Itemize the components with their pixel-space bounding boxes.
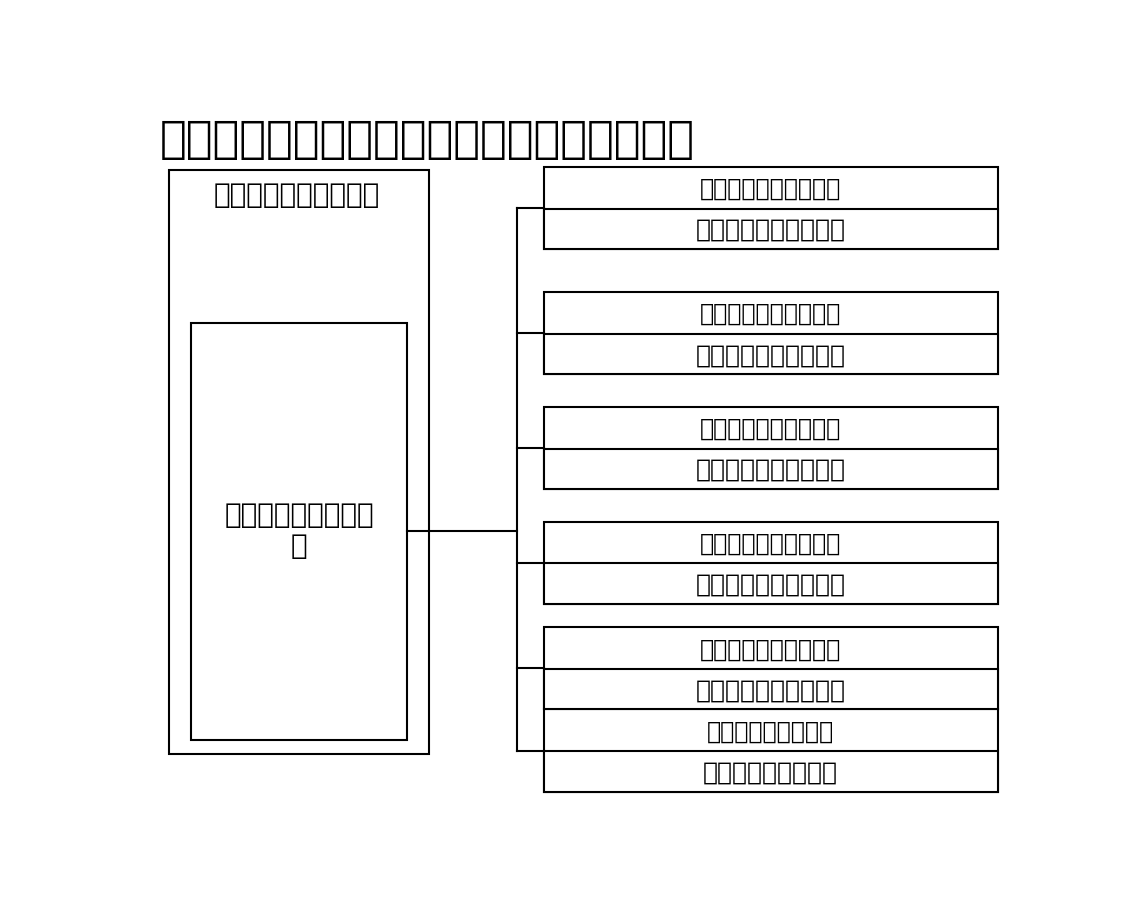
- Text: 武器控制能力指标数据: 武器控制能力指标数据: [695, 572, 846, 596]
- Bar: [544, 209, 998, 250]
- Text: 决策支持能力指标数据: 决策支持能力指标数据: [695, 343, 846, 367]
- Bar: [168, 170, 429, 754]
- Text: 决策支持能力指标模型: 决策支持能力指标模型: [700, 302, 841, 326]
- Text: 指挥协同能力指标模型: 指挥协同能力指标模型: [700, 637, 841, 660]
- Text: 指挥控制能力指标数: 指挥控制能力指标数: [224, 501, 374, 529]
- Bar: [544, 408, 998, 490]
- Text: 指挥员能力指标模型: 指挥员能力指标模型: [707, 719, 834, 742]
- Text: 指挥协同能力指标数据: 指挥协同能力指标数据: [695, 677, 846, 702]
- Bar: [544, 168, 998, 250]
- Text: 情况综合能力指标数据: 情况综合能力指标数据: [695, 217, 846, 242]
- Text: 指挥员能力指标数据: 指挥员能力指标数据: [703, 759, 839, 784]
- Bar: [544, 710, 998, 792]
- Text: 行动控制能力指标模型: 行动控制能力指标模型: [700, 417, 841, 440]
- Bar: [544, 293, 998, 375]
- Text: 指挥控制系统指挥控制能力评估指标量化模型: 指挥控制系统指挥控制能力评估指标量化模型: [159, 118, 695, 161]
- Text: 情况综合能力指标模型: 情况综合能力指标模型: [700, 177, 841, 201]
- Bar: [544, 564, 998, 604]
- Bar: [544, 449, 998, 490]
- Text: 武器控制能力指标模型: 武器控制能力指标模型: [700, 531, 841, 555]
- Text: 指挥控制能力指标模型: 指挥控制能力指标模型: [214, 181, 380, 209]
- Bar: [544, 628, 998, 710]
- Bar: [544, 335, 998, 375]
- Bar: [544, 669, 998, 710]
- Bar: [544, 522, 998, 604]
- Text: 据: 据: [291, 532, 307, 560]
- Text: 行动控制能力指标数据: 行动控制能力指标数据: [695, 457, 846, 482]
- Bar: [544, 751, 998, 792]
- Bar: [191, 324, 407, 741]
